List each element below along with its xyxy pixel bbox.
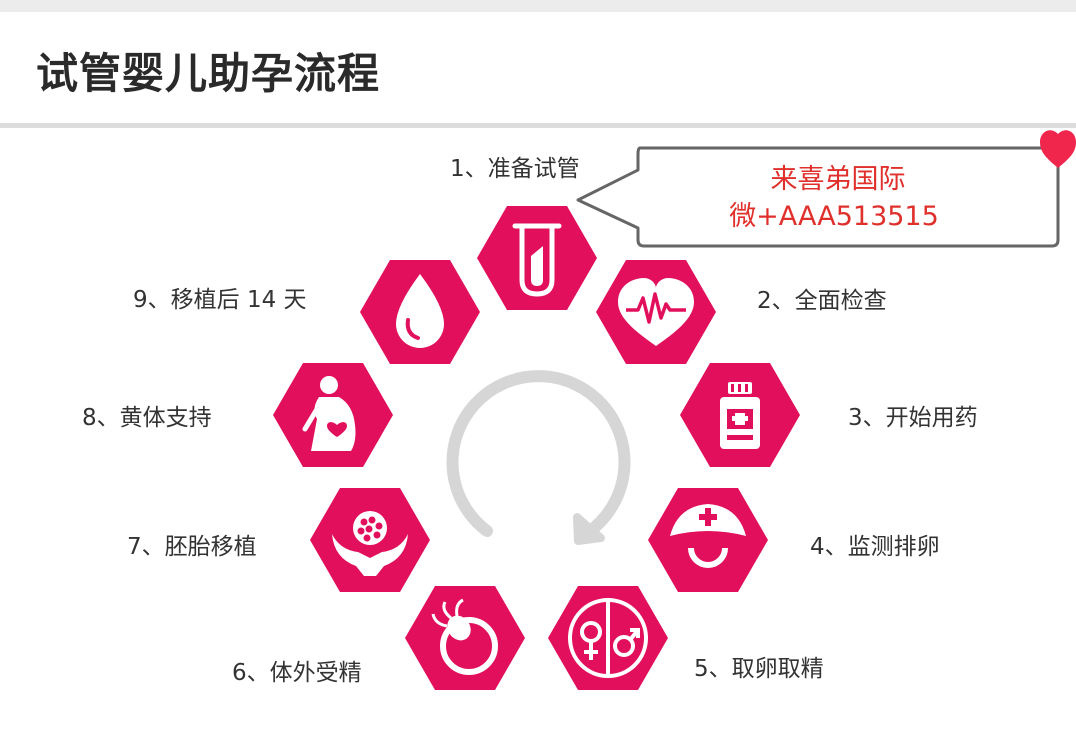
test-tube-icon: [512, 223, 562, 297]
status-strip: [0, 0, 1076, 12]
contact-callout: 来喜弟国际 微+AAA513515: [576, 146, 1060, 248]
drop-icon: [396, 274, 444, 348]
page-title: 试管婴儿助孕流程: [36, 49, 381, 98]
callout-line-2: 微+AAA513515: [729, 201, 939, 232]
gender-symbols-icon: [568, 598, 648, 678]
step-6-label: 6、体外受精: [232, 660, 362, 686]
step-8-label: 8、黄体支持: [82, 405, 212, 431]
step-4-hexagon: [648, 488, 768, 592]
heart-icon: [1040, 130, 1076, 168]
step-3-label: 3、开始用药: [848, 405, 978, 431]
nurse-cap-icon: [670, 504, 746, 568]
step-2-hexagon: [596, 260, 716, 364]
step-1-hexagon: [477, 206, 597, 310]
step-2-label: 2、全面检查: [757, 288, 887, 314]
cycle-arrow-icon: [446, 370, 631, 545]
pregnant-woman-icon: [302, 376, 356, 451]
step-9-hexagon: [360, 260, 480, 364]
heartbeat-icon: [618, 278, 694, 346]
medicine-bottle-icon: [720, 382, 760, 449]
step-5-hexagon: [548, 586, 668, 690]
step-7-label: 7、胚胎移植: [127, 534, 257, 560]
step-3-hexagon: [680, 363, 800, 467]
step-4-label: 4、监测排卵: [810, 534, 940, 560]
hands-embryo-icon: [332, 511, 408, 576]
step-1-label: 1、准备试管: [450, 156, 580, 182]
step-5-label: 5、取卵取精: [694, 656, 824, 682]
sperm-egg-icon: [431, 598, 498, 675]
callout-line-1: 来喜弟国际: [771, 164, 906, 195]
step-6-hexagon: [405, 586, 525, 690]
step-8-hexagon: [273, 363, 393, 467]
step-9-label: 9、移植后 14 天: [133, 287, 307, 313]
title-divider: [0, 123, 1076, 128]
step-7-hexagon: [310, 488, 430, 592]
